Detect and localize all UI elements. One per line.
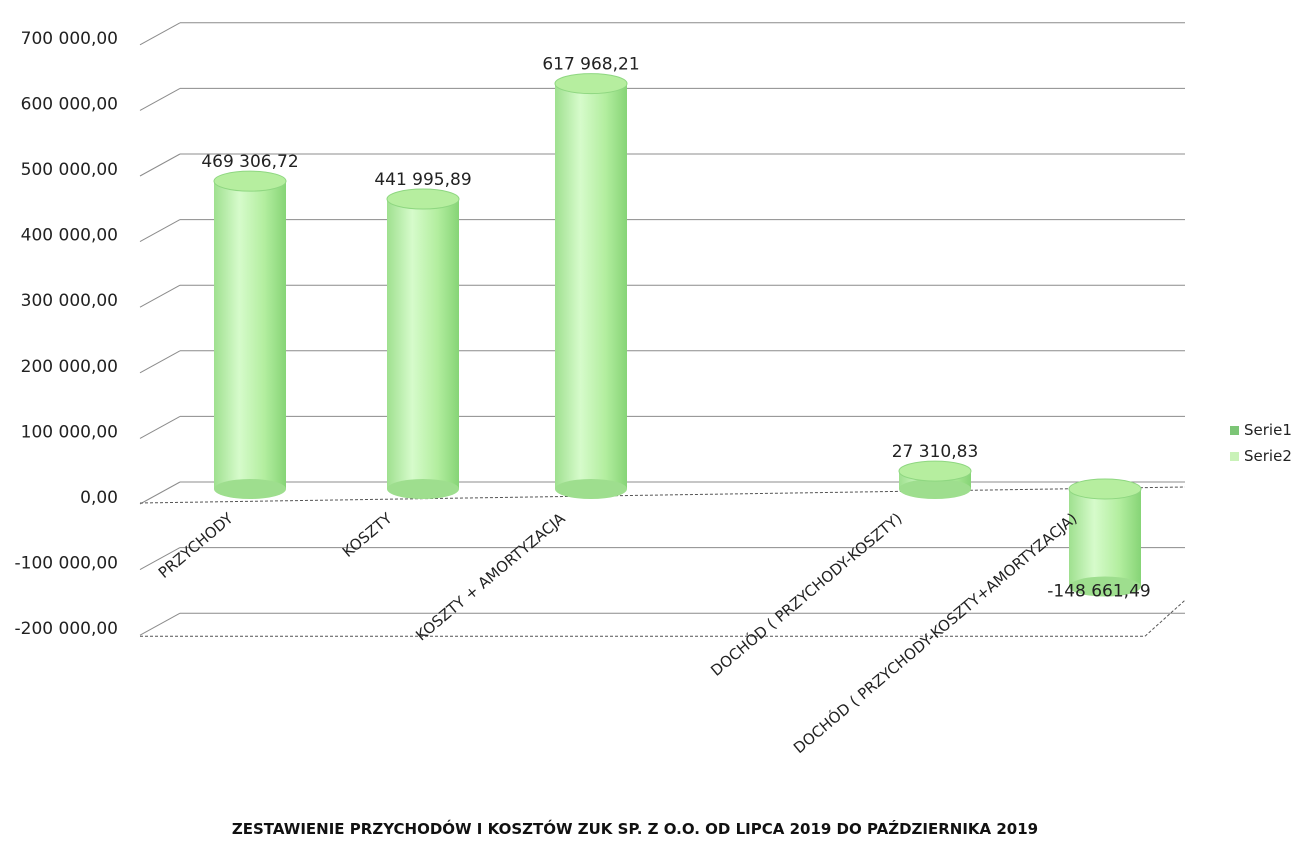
bar-top (898, 460, 972, 482)
bar (213, 170, 287, 499)
bar-body (214, 181, 286, 489)
gridline-depth (139, 612, 181, 636)
y-tick-label: 600 000,00 (21, 94, 118, 114)
bar (386, 188, 460, 499)
category-label: KOSZTY (339, 509, 396, 561)
bar-bottom (899, 479, 971, 499)
y-tick-label: 700 000,00 (21, 29, 118, 49)
chart-caption: ZESTAWIENIE PRZYCHODÓW I KOSZTÓW ZUK SP.… (232, 819, 1038, 838)
bar-top (1068, 478, 1142, 500)
bar-bottom (387, 479, 459, 499)
y-tick-label: 300 000,00 (21, 291, 118, 311)
bar-body (1069, 489, 1141, 587)
y-tick-label: -100 000,00 (15, 554, 118, 574)
bar (898, 460, 972, 499)
category-label: PRZYCHODY (155, 509, 237, 582)
bar-top (386, 188, 460, 210)
y-tick-label: -200 000,00 (15, 619, 118, 639)
gridline-depth (139, 153, 181, 177)
bar (1068, 478, 1142, 597)
data-label: 469 306,72 (201, 152, 298, 172)
data-label: 27 310,83 (892, 442, 979, 462)
gridlines (139, 22, 1186, 637)
category-label: KOSZTY + AMORTYZACJA (412, 509, 569, 645)
legend-swatch (1230, 426, 1239, 435)
data-label: -148 661,49 (1047, 582, 1150, 602)
gridline-depth (139, 350, 181, 374)
gridline-depth (139, 284, 181, 308)
bar-bottom (1069, 576, 1141, 597)
gridline-depth (139, 481, 181, 505)
data-label: 617 968,21 (542, 55, 639, 75)
floor-line (139, 486, 1186, 504)
y-tick-label: 500 000,00 (21, 160, 118, 180)
category-label: DOCHÓD ( PRZYCHODY-KOSZTY+AMORTYZACJA) (789, 509, 1080, 758)
legend-label: Serie2 (1244, 447, 1292, 465)
gridline-depth (139, 547, 181, 571)
floor-line (1144, 599, 1186, 637)
bar-body (387, 199, 459, 489)
y-tick-label: 200 000,00 (21, 357, 118, 377)
y-tick-label: 100 000,00 (21, 422, 118, 442)
data-labels: 469 306,72 441 995,89 617 968,21 27 310,83 -… (201, 55, 1150, 602)
gridline-depth (139, 415, 181, 439)
bar-top (213, 170, 287, 192)
bar-bottom (555, 479, 627, 499)
bar-body (555, 83, 627, 489)
bars (213, 73, 1142, 597)
gridline-depth (139, 219, 181, 243)
y-tick-label: 400 000,00 (21, 226, 118, 246)
bar (554, 73, 628, 499)
gridline-depth (139, 87, 181, 111)
category-label: DOCHÓD ( PRZYCHODY-KOSZTY) (707, 509, 906, 680)
y-tick-label: 0,00 (80, 488, 118, 508)
legend-swatch (1230, 452, 1239, 461)
category-labels: PRZYCHODY KOSZTY KOSZTY + AMORTYZACJA DOCHÓ… (155, 509, 1081, 758)
legend-label: Serie1 (1244, 421, 1292, 439)
bar-bottom (214, 479, 286, 499)
gridline-depth (139, 22, 181, 46)
y-axis-tick-labels: 700 000,00 600 000,00 500 000,00 400 000,00… (15, 29, 118, 639)
data-label: 441 995,89 (374, 170, 471, 190)
legend: Serie1 Serie2 (1230, 421, 1292, 465)
bar-top (554, 73, 628, 95)
